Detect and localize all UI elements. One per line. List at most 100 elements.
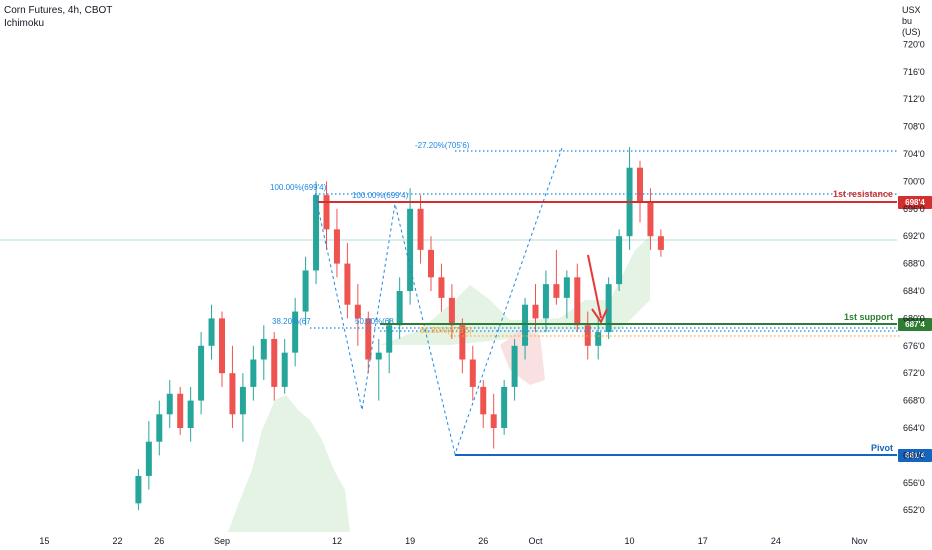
fib-label: 50.00%(68 — [355, 317, 394, 326]
candle-body — [459, 325, 466, 360]
level-label: Pivot — [871, 443, 893, 453]
level-label: 1st resistance — [833, 189, 893, 199]
time-tick-label: 19 — [405, 536, 415, 546]
price-tick-label: 672'0 — [903, 368, 925, 378]
candle-body — [386, 325, 393, 353]
level-badge-text: 687'4 — [905, 320, 925, 329]
price-tick-label: 692'0 — [903, 231, 925, 241]
candle-body — [281, 352, 288, 387]
candle-body — [542, 284, 549, 319]
candle-body — [354, 304, 361, 319]
chart-header: Corn Futures, 4h, CBOT Ichimoku — [4, 4, 112, 30]
candle-body — [271, 338, 278, 387]
candle-body — [239, 386, 246, 415]
currency-unit: bu (US) — [902, 16, 921, 37]
price-tick-label: 720'0 — [903, 39, 925, 49]
levels: 1st resistance 698'4 1st support 687'4 Pivot… — [318, 189, 932, 462]
currency-label: USX bu (US) — [902, 5, 932, 38]
candle-body — [260, 338, 267, 360]
candle-body — [219, 318, 225, 374]
candle-body — [417, 208, 424, 250]
candle-body — [333, 229, 340, 264]
time-tick-label: 17 — [698, 536, 708, 546]
price-tick-label: 684'0 — [903, 286, 925, 296]
candle-body — [302, 270, 309, 312]
ichimoku-cloud — [228, 236, 650, 532]
candle-body — [438, 277, 445, 298]
price-axis[interactable]: 652'0 656'0 660'0 664'0 668'0 672'0 676'0 680'0… — [903, 39, 925, 515]
forecast-arrow — [587, 254, 602, 319]
time-axis[interactable]: 15 22 26 Sep 12 19 26 Oct 10 17 24 Nov — [39, 536, 868, 546]
time-tick-label: Nov — [851, 536, 868, 546]
time-tick-label: 24 — [771, 536, 781, 546]
candle-body — [344, 263, 351, 305]
candle-body — [501, 386, 508, 428]
price-tick-label: 700'0 — [903, 176, 925, 186]
candle-body — [595, 332, 602, 346]
level-badge — [898, 196, 932, 209]
candle-body — [563, 277, 570, 298]
candle-body — [250, 359, 257, 387]
level-badge — [898, 318, 932, 331]
candle-body — [657, 236, 664, 250]
fib-label: 100.00%(699'4) — [270, 183, 327, 192]
candle-body — [574, 277, 581, 326]
price-tick-label: 664'0 — [903, 423, 925, 433]
cloud-bear-area — [500, 330, 545, 385]
candle-body — [407, 208, 414, 291]
candle-body — [177, 393, 184, 428]
time-tick-label: 10 — [625, 536, 635, 546]
price-tick-label: 704'0 — [903, 149, 925, 159]
candle-body — [375, 352, 382, 360]
price-tick-label: 680'0 — [903, 313, 925, 323]
indicator-label[interactable]: Ichimoku — [4, 18, 45, 29]
candle-body — [490, 414, 497, 428]
symbol-title[interactable]: Corn Futures, 4h, CBOT — [4, 5, 113, 16]
candle-body — [553, 284, 560, 298]
time-tick-label: 26 — [478, 536, 488, 546]
time-tick-label: Sep — [214, 536, 230, 546]
candle-body — [323, 195, 330, 230]
price-tick-label: 660'0 — [903, 450, 925, 460]
cloud-bull-area — [380, 236, 650, 345]
fib-label: 100.00%(699'4) — [352, 191, 409, 200]
level-label: 1st support — [844, 312, 893, 322]
price-tick-label: 716'0 — [903, 67, 925, 77]
candle-body — [156, 414, 163, 442]
time-tick-label: 22 — [112, 536, 122, 546]
candle-body — [469, 359, 476, 387]
currency-code: USX — [902, 5, 921, 15]
time-tick-label: 12 — [332, 536, 342, 546]
candle-body — [145, 441, 152, 476]
candle-body — [605, 284, 612, 333]
candle-body — [584, 325, 591, 346]
time-tick-label: Oct — [528, 536, 543, 546]
candles — [135, 147, 664, 511]
fib-label: 61.80%(678'6) — [420, 326, 472, 335]
candle-body — [198, 345, 205, 401]
candle-body — [522, 304, 529, 346]
candle-body — [313, 195, 320, 271]
level-badge-text: 661'4 — [905, 451, 925, 460]
candle-body — [365, 318, 372, 360]
fib-label: -27.20%(705'6) — [415, 141, 470, 150]
candle-body — [229, 373, 236, 415]
candle-body — [532, 304, 539, 319]
candle-body — [616, 236, 623, 285]
price-tick-label: 708'0 — [903, 122, 925, 132]
price-tick-label: 696'0 — [903, 204, 925, 214]
level-badge — [898, 449, 932, 462]
level-badge-text: 698'4 — [905, 198, 925, 207]
candle-body — [292, 311, 299, 353]
fib-extension-leg — [314, 147, 563, 456]
candle-body — [480, 386, 487, 415]
candle-body — [428, 249, 434, 278]
price-tick-label: 688'0 — [903, 259, 925, 269]
candle-body — [166, 393, 173, 415]
price-tick-label: 652'0 — [903, 505, 925, 515]
candle-body — [135, 475, 142, 504]
forecast-arrowhead — [591, 308, 608, 325]
price-tick-label: 676'0 — [903, 341, 925, 351]
fibonacci-drawings: 100.00%(699'4) 100.00%(699'4) -27.20%(705'… — [270, 141, 900, 456]
